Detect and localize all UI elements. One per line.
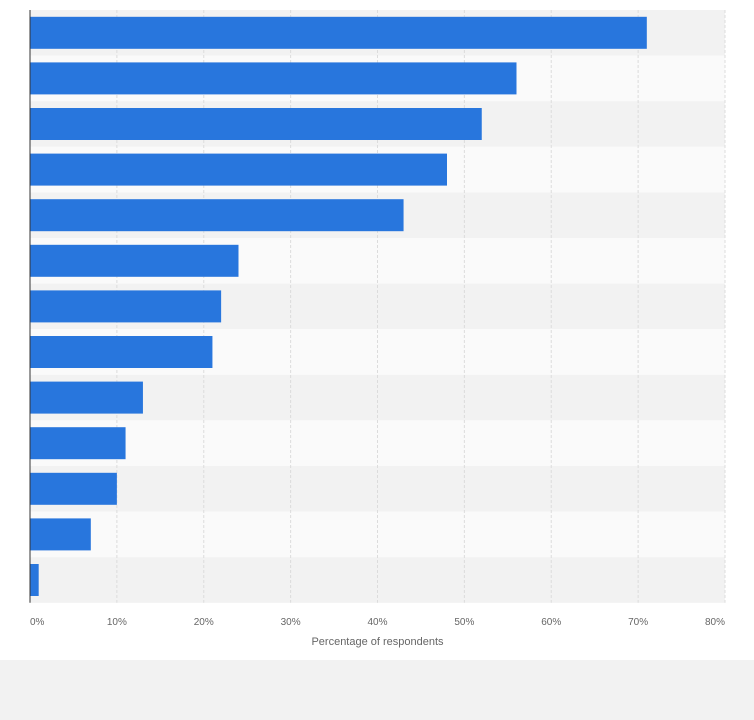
bar[interactable] bbox=[30, 290, 222, 323]
bars bbox=[30, 16, 647, 596]
x-tick-label: 10% bbox=[107, 617, 127, 628]
x-tick-label: 20% bbox=[194, 617, 214, 628]
x-tick-label: 40% bbox=[367, 617, 387, 628]
bar[interactable] bbox=[30, 16, 647, 49]
bar[interactable] bbox=[30, 244, 239, 277]
x-tick-label: 60% bbox=[541, 617, 561, 628]
x-tick-label: 0% bbox=[30, 617, 45, 628]
x-tick-label: 70% bbox=[628, 617, 648, 628]
bar[interactable] bbox=[30, 62, 517, 95]
bar-chart: 0% 10% 20% 30% 40% 50% 60% 70% 80% Percentage of… bbox=[29, 10, 726, 648]
x-tick-label: 50% bbox=[454, 617, 474, 628]
x-tick-label: 80% bbox=[705, 617, 725, 628]
bar[interactable] bbox=[30, 108, 482, 140]
x-axis-ticks: 0% 10% 20% 30% 40% 50% 60% 70% 80% bbox=[30, 617, 725, 628]
bar[interactable] bbox=[30, 199, 404, 232]
row-band bbox=[30, 466, 725, 512]
bar[interactable] bbox=[30, 336, 213, 368]
x-tick-label: 30% bbox=[281, 617, 301, 628]
row-band bbox=[30, 511, 725, 558]
bar[interactable] bbox=[30, 381, 143, 414]
x-axis-label: Percentage of respondents bbox=[311, 636, 444, 648]
bar[interactable] bbox=[30, 472, 117, 505]
bar[interactable] bbox=[30, 518, 91, 551]
footer-area bbox=[0, 660, 754, 720]
chart-container: 0% 10% 20% 30% 40% 50% 60% 70% 80% Percentage of… bbox=[0, 0, 754, 660]
bar[interactable] bbox=[30, 564, 39, 596]
bar[interactable] bbox=[30, 427, 126, 460]
bar[interactable] bbox=[30, 153, 447, 186]
